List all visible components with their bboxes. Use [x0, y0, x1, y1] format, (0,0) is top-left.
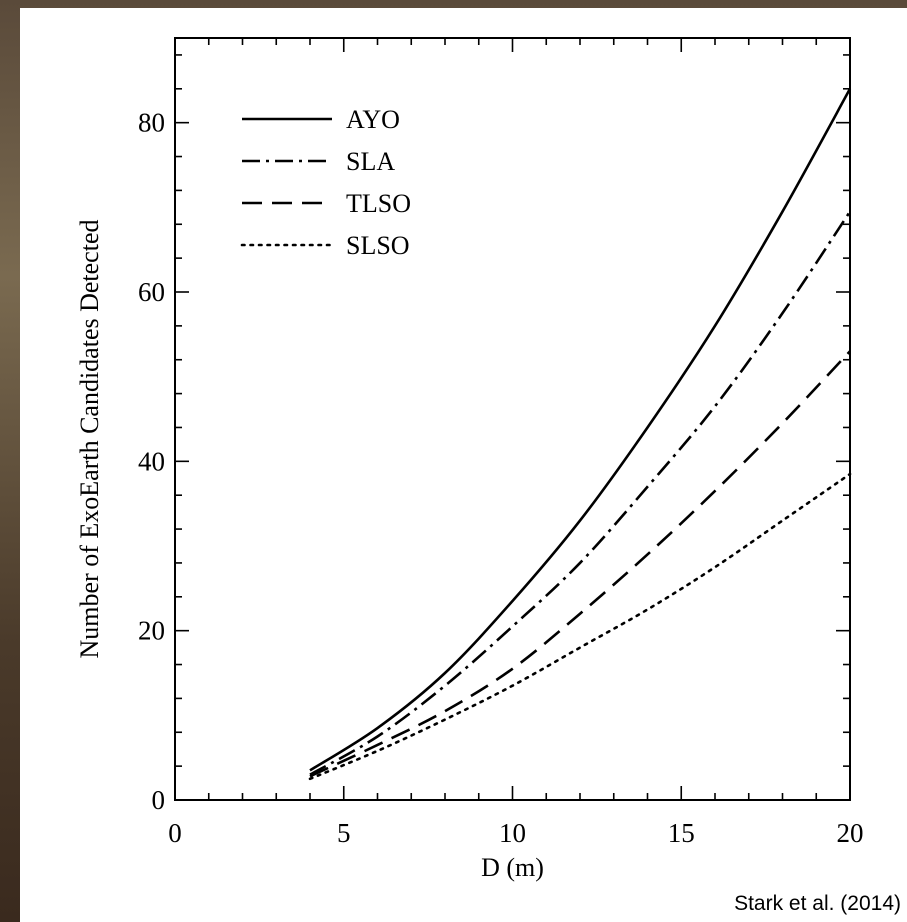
- x-tick-label: 0: [168, 818, 182, 848]
- series-lines: [308, 88, 852, 781]
- figure-card: 0 5 10 15 20 0 20 40 60 80 AYO SLA TLSO SLSO D (m) N…: [20, 8, 907, 922]
- legend-label-tlso: TLSO: [346, 189, 411, 218]
- axis-ticks: [174, 38, 851, 801]
- y-tick-label: 0: [152, 785, 166, 815]
- x-tick-label: 20: [837, 818, 864, 848]
- line-chart: 0 5 10 15 20 0 20 40 60 80 AYO SLA TLSO SLSO D (m) N…: [75, 37, 864, 882]
- y-tick-label: 20: [138, 616, 165, 646]
- x-tick-label: 10: [499, 818, 526, 848]
- legend-label-ayo: AYO: [346, 105, 400, 134]
- legend-label-sla: SLA: [346, 147, 395, 176]
- x-axis-title: D (m): [481, 853, 544, 882]
- legend: AYO SLA TLSO SLSO: [240, 105, 411, 260]
- y-tick-label: 80: [138, 108, 165, 138]
- y-tick-label: 40: [138, 446, 165, 476]
- x-tick-label: 15: [668, 818, 695, 848]
- y-axis-title: Number of ExoEarth Candidates Detected: [75, 220, 104, 659]
- y-tick-label: 60: [138, 277, 165, 307]
- tick-labels: 0 5 10 15 20 0 20 40 60 80: [138, 108, 864, 848]
- citation-text: Stark et al. (2014): [734, 892, 901, 915]
- series-line-sla: [309, 210, 852, 776]
- x-tick-label: 5: [337, 818, 351, 848]
- legend-label-slso: SLSO: [346, 231, 410, 260]
- series-line-slso: [308, 472, 852, 781]
- series-line-ayo: [309, 88, 852, 772]
- series-line-tlso: [309, 350, 851, 778]
